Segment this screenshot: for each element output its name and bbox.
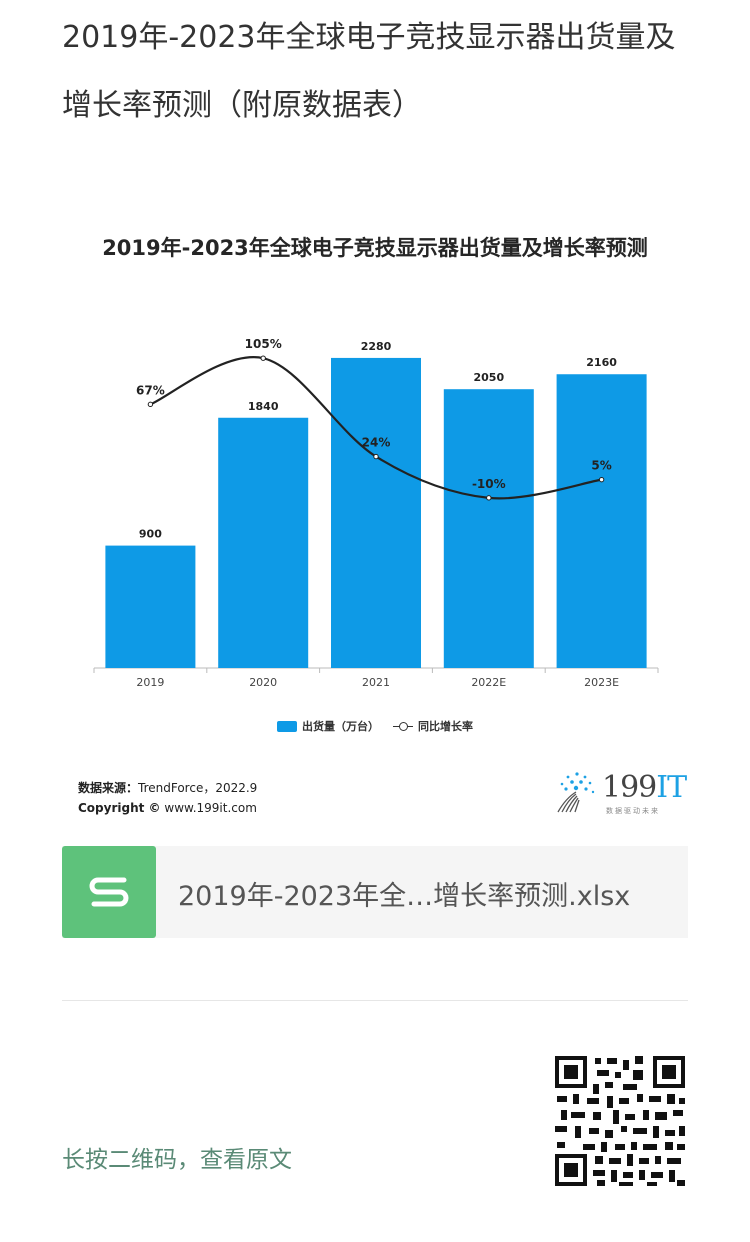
bar-2020 xyxy=(218,417,309,668)
x-tick-label: 2020 xyxy=(249,676,277,689)
brand-logo: 199IT 数据驱动未来 xyxy=(554,768,687,818)
long-press-hint: 长按二维码，查看原文 xyxy=(62,1147,292,1173)
copyright-value: www.199it.com xyxy=(164,801,257,815)
legend-label-shipments: 出货量（万台） xyxy=(302,720,379,733)
chart-source: 数据来源：TrendForce，2022.9 Copyright © www.1… xyxy=(78,778,257,818)
growth-point-2023E xyxy=(598,476,605,483)
growth-value-label: -10% xyxy=(472,477,506,491)
x-tick-label: 2023E xyxy=(584,676,619,689)
divider xyxy=(62,1000,688,1001)
bar-value-label: 2280 xyxy=(361,340,392,353)
file-name: 2019年-2023年全…增长率预测.xlsx xyxy=(178,881,631,912)
bar-value-label: 2050 xyxy=(473,371,504,384)
article-title: 2019年-2023年全球电子竞技显示器出货量及增长率预测（附原数据表） xyxy=(62,20,676,123)
brand-name: 199IT xyxy=(602,770,687,805)
legend-item-growth: 同比增长率 xyxy=(393,718,473,734)
copyright-label: Copyright © xyxy=(78,801,161,815)
chart-title: 2019年-2023年全球电子竞技显示器出货量及增长率预测 xyxy=(102,236,648,260)
bar-2022E xyxy=(443,389,534,668)
bar-value-label: 1840 xyxy=(248,400,279,413)
dandelion-icon xyxy=(557,772,595,813)
source-value: TrendForce，2022.9 xyxy=(138,781,258,795)
growth-point-2019 xyxy=(147,401,154,408)
bar-2021 xyxy=(331,357,421,668)
x-tick-label: 2019 xyxy=(136,676,164,689)
legend-line-marker xyxy=(393,721,413,732)
brand-tagline: 数据驱动未来 xyxy=(606,807,660,815)
bar-2019 xyxy=(105,545,196,668)
growth-value-label: 24% xyxy=(362,436,391,450)
growth-point-2020 xyxy=(260,355,266,361)
source-label: 数据来源： xyxy=(78,781,139,795)
qr-code-icon[interactable] xyxy=(553,1054,687,1188)
x-tick-label: 2022E xyxy=(471,676,506,689)
growth-value-label: 67% xyxy=(136,383,165,397)
growth-value-label: 105% xyxy=(245,337,282,351)
bar-value-label: 2160 xyxy=(586,356,617,369)
spreadsheet-s-icon xyxy=(62,846,156,938)
growth-point-2021 xyxy=(373,453,379,460)
x-tick-label: 2021 xyxy=(362,676,390,689)
bar-2023E xyxy=(556,374,647,668)
legend-label-growth: 同比增长率 xyxy=(418,720,473,733)
growth-point-2022E xyxy=(486,495,492,501)
legend-item-shipments: 出货量（万台） xyxy=(277,718,379,734)
bar-value-label: 900 xyxy=(139,528,162,541)
chart-legend: 出货量（万台） 同比增长率 xyxy=(62,718,688,734)
legend-bar-swatch xyxy=(277,720,297,732)
file-attachment[interactable]: 2019年-2023年全…增长率预测.xlsx xyxy=(62,846,688,938)
chart-image: 900 2019 1840 2020 2280 2021 2050 2022E 2160 2023… xyxy=(62,210,688,830)
growth-value-label: 5% xyxy=(591,459,611,473)
chart-svg: 900 2019 1840 2020 2280 2021 2050 2022E 2160 2023… xyxy=(93,337,659,689)
